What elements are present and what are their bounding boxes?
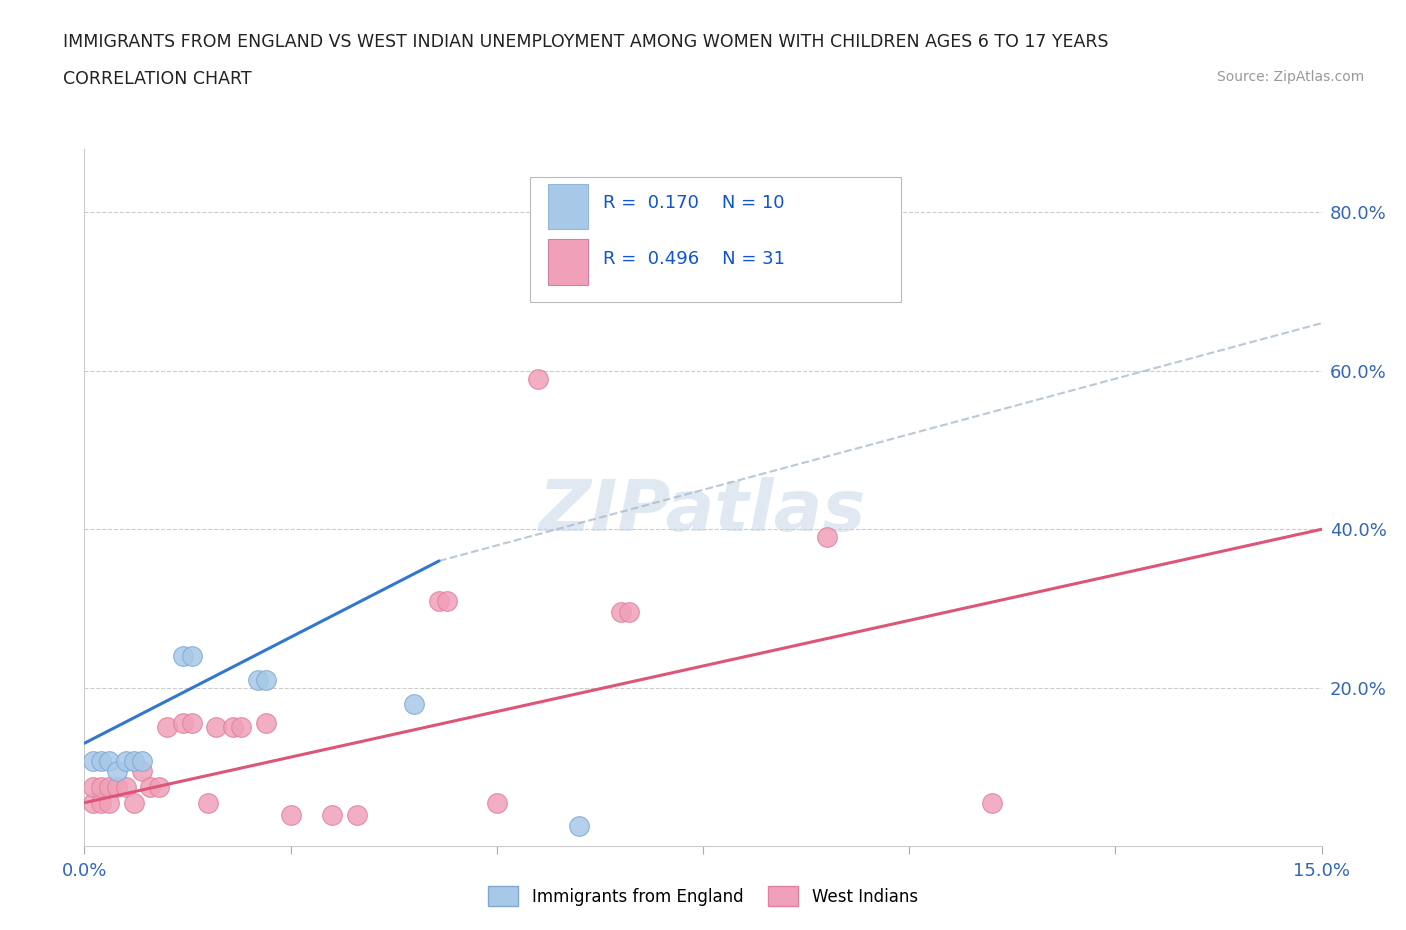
Point xyxy=(82,795,104,810)
Point xyxy=(98,753,121,768)
Point xyxy=(131,764,153,778)
Point xyxy=(82,753,104,768)
Point xyxy=(197,795,219,810)
Point xyxy=(205,720,228,735)
Point xyxy=(609,268,631,283)
Point xyxy=(568,819,591,834)
Bar xyxy=(548,184,588,229)
Point xyxy=(122,795,145,810)
Point xyxy=(172,716,194,731)
Point xyxy=(105,764,128,778)
Point xyxy=(246,672,269,687)
Point xyxy=(98,795,121,810)
Point xyxy=(436,593,458,608)
Point xyxy=(90,753,112,768)
Text: ZIPatlas: ZIPatlas xyxy=(540,477,866,546)
Point xyxy=(321,807,343,822)
Legend: Immigrants from England, West Indians: Immigrants from England, West Indians xyxy=(482,880,924,912)
Point xyxy=(105,779,128,794)
Text: R =  0.170    N = 10: R = 0.170 N = 10 xyxy=(603,194,785,212)
Point xyxy=(156,720,179,735)
Text: Source: ZipAtlas.com: Source: ZipAtlas.com xyxy=(1216,70,1364,84)
Point xyxy=(980,795,1002,810)
Point xyxy=(527,371,550,386)
Text: CORRELATION CHART: CORRELATION CHART xyxy=(63,70,252,87)
Point xyxy=(148,779,170,794)
Point xyxy=(815,530,838,545)
Point xyxy=(82,779,104,794)
Point xyxy=(404,697,426,711)
Point xyxy=(427,593,450,608)
Point xyxy=(90,779,112,794)
Point xyxy=(617,605,640,620)
Point xyxy=(280,807,302,822)
Point xyxy=(222,720,245,735)
Point xyxy=(180,648,202,663)
Point xyxy=(172,648,194,663)
Point xyxy=(609,605,631,620)
Point xyxy=(98,779,121,794)
FancyBboxPatch shape xyxy=(530,177,901,302)
Point xyxy=(131,753,153,768)
Point xyxy=(346,807,368,822)
Point xyxy=(139,779,162,794)
Point xyxy=(229,720,252,735)
Point xyxy=(114,779,136,794)
Point xyxy=(114,753,136,768)
Point xyxy=(254,672,277,687)
Point xyxy=(254,716,277,731)
Bar xyxy=(548,240,588,285)
Text: R =  0.496    N = 31: R = 0.496 N = 31 xyxy=(603,250,785,268)
Point xyxy=(180,716,202,731)
Point xyxy=(485,795,508,810)
Text: IMMIGRANTS FROM ENGLAND VS WEST INDIAN UNEMPLOYMENT AMONG WOMEN WITH CHILDREN AG: IMMIGRANTS FROM ENGLAND VS WEST INDIAN U… xyxy=(63,33,1109,50)
Point xyxy=(122,753,145,768)
Point xyxy=(90,795,112,810)
